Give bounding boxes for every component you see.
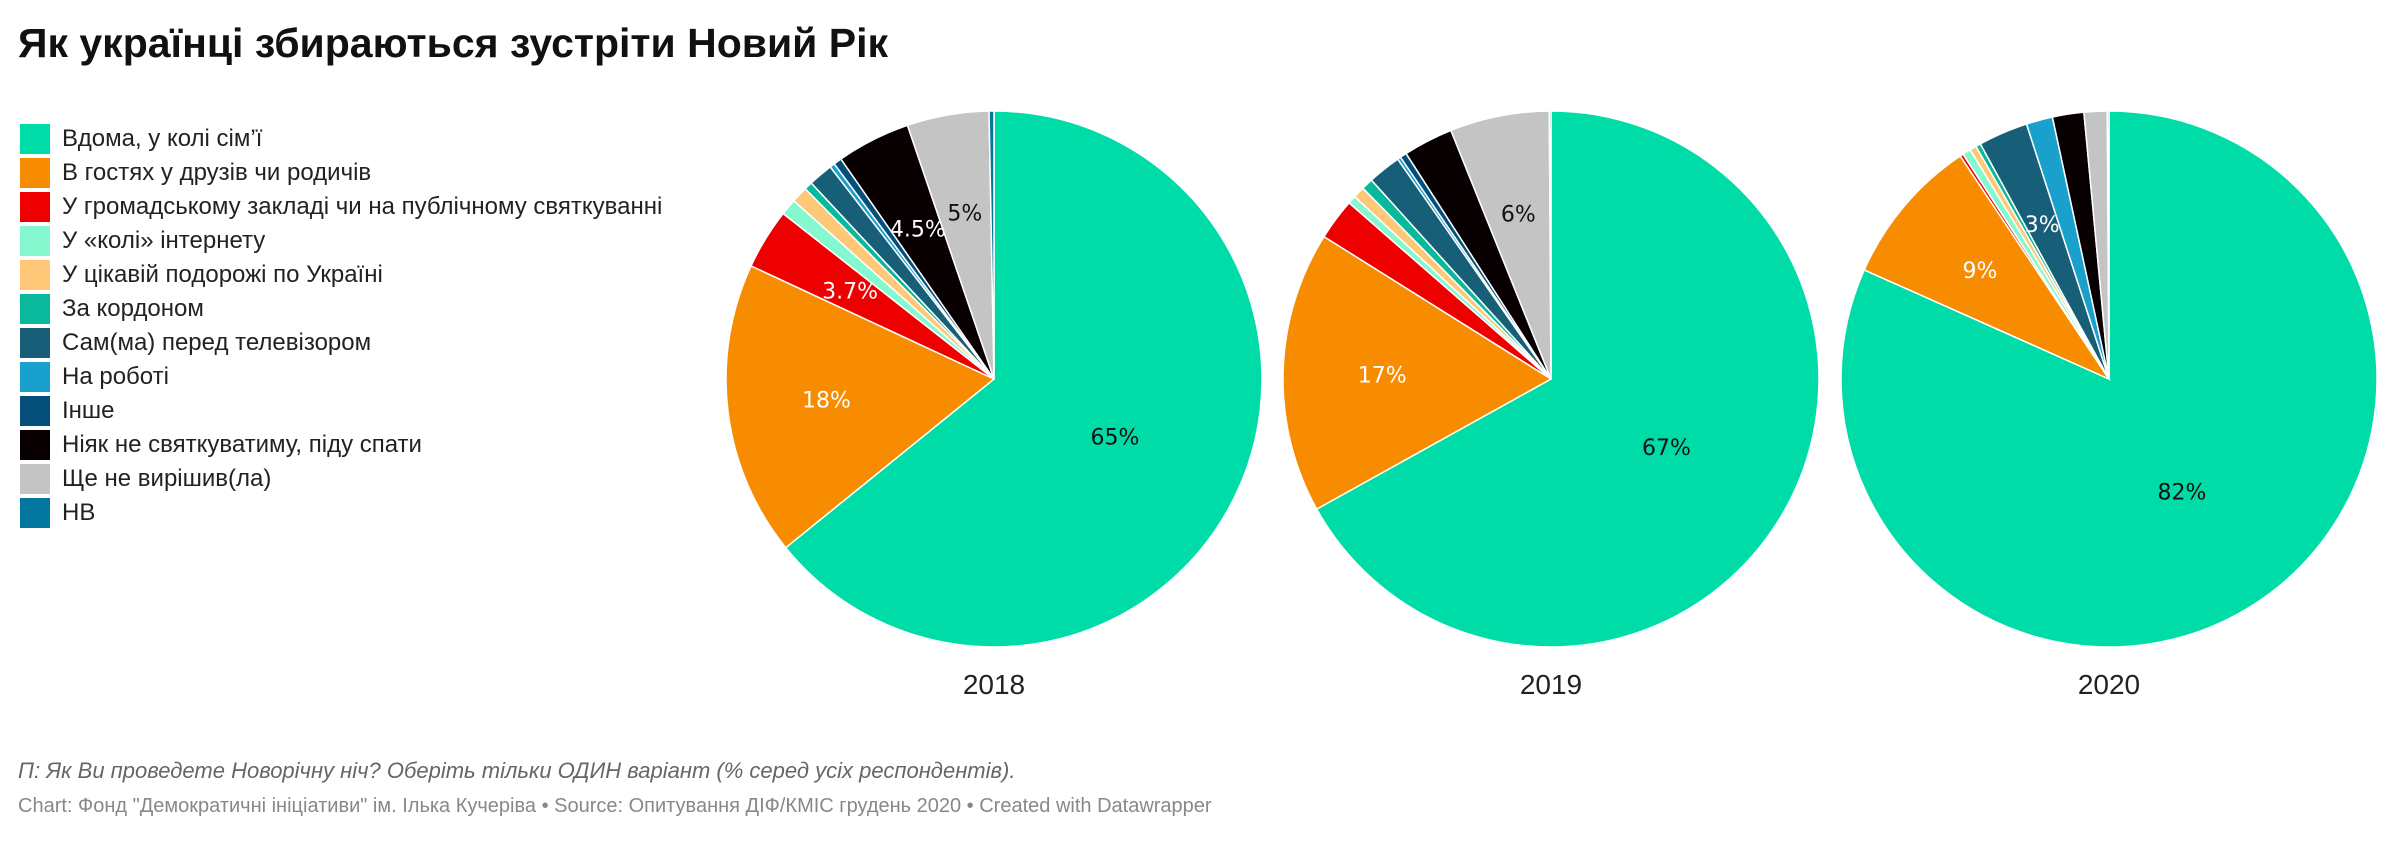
legend-item: У громадському закладі чи на публічному … [20, 190, 662, 224]
legend-item: На роботі [20, 360, 662, 394]
legend-swatch [20, 362, 50, 392]
legend-item: Сам(ма) перед телевізором [20, 326, 662, 360]
legend-item: У цікавій подорожі по Україні [20, 258, 662, 292]
pie-2020: 82% 9% 3% 2020 [1840, 110, 2378, 700]
legend-item: Ніяк не святкуватиму, піду спати [20, 428, 662, 462]
legend-item: Ще не вирішив(ла) [20, 462, 662, 496]
chart-title: Як українці збираються зустріти Новий Рі… [18, 20, 889, 66]
legend-label: Ще не вирішив(ла) [62, 465, 272, 492]
slice-label: 67% [1642, 436, 1691, 461]
legend-label: НВ [62, 499, 96, 526]
legend-item: Інше [20, 394, 662, 428]
slice-label: 4.5% [890, 217, 946, 242]
source-credit: Chart: Фонд "Демократичні ініціативи" ім… [18, 795, 1212, 817]
legend-swatch [20, 430, 50, 460]
pie-year-label: 2018 [963, 669, 1025, 700]
pie-slice [2106, 110, 2110, 380]
legend-item: В гостях у друзів чи родичів [20, 156, 662, 190]
pie-slice [1548, 110, 1552, 380]
slice-label: 5% [947, 202, 982, 227]
legend-swatch [20, 192, 50, 222]
legend-item: У «колі» інтернету [20, 224, 662, 258]
slice-label: 9% [1963, 259, 1998, 284]
legend-swatch [20, 328, 50, 358]
legend-swatch [20, 260, 50, 290]
legend-label: На роботі [62, 363, 169, 390]
legend-swatch [20, 124, 50, 154]
pie-year-label: 2019 [1520, 669, 1582, 700]
legend-swatch [20, 498, 50, 528]
pie-slice [1863, 155, 2112, 381]
legend-label: Ніяк не святкуватиму, піду спати [62, 431, 422, 458]
legend-label: У цікавій подорожі по Україні [62, 261, 383, 288]
legend-label: У «колі» інтернету [62, 227, 266, 254]
legend-swatch [20, 294, 50, 324]
legend-item: За кордоном [20, 292, 662, 326]
pie-slice [1282, 235, 1553, 511]
legend-label: За кордоном [62, 295, 204, 322]
legend-item: Вдома, у колі сім’ї [20, 122, 662, 156]
slice-label: 82% [2158, 480, 2207, 505]
legend-swatch [20, 464, 50, 494]
question-note: П: Як Ви проведете Новорічну ніч? Оберіт… [18, 758, 1016, 783]
slice-label: 6% [1501, 202, 1536, 227]
slice-label: 3% [2025, 213, 2060, 238]
pie-year-label: 2020 [2078, 669, 2140, 700]
pie-2019: 67% 17% 6% 2019 [1282, 110, 1820, 700]
legend-item: НВ [20, 496, 662, 530]
slice-label: 18% [802, 389, 851, 414]
legend-swatch [20, 396, 50, 426]
legend-label: Інше [62, 397, 115, 424]
legend-label: Вдома, у колі сім’ї [62, 125, 263, 152]
legend-label: В гостях у друзів чи родичів [62, 159, 372, 186]
legend: Вдома, у колі сім’ї В гостях у друзів чи … [20, 122, 662, 530]
slice-label: 65% [1090, 426, 1139, 451]
pie-slice [988, 110, 995, 380]
pie-slice [1315, 110, 1820, 648]
legend-label: У громадському закладі чи на публічному … [62, 193, 663, 220]
pie-slice [725, 264, 996, 549]
legend-swatch [20, 158, 50, 188]
slice-label: 17% [1358, 363, 1407, 388]
legend-label: Сам(ма) перед телевізором [62, 329, 372, 356]
pie-slice [784, 110, 1263, 648]
pie-2018: 65% 18% 3.7% 4.5%5% 2018 [725, 110, 1263, 700]
legend-swatch [20, 226, 50, 256]
slice-label: 3.7% [822, 280, 878, 305]
